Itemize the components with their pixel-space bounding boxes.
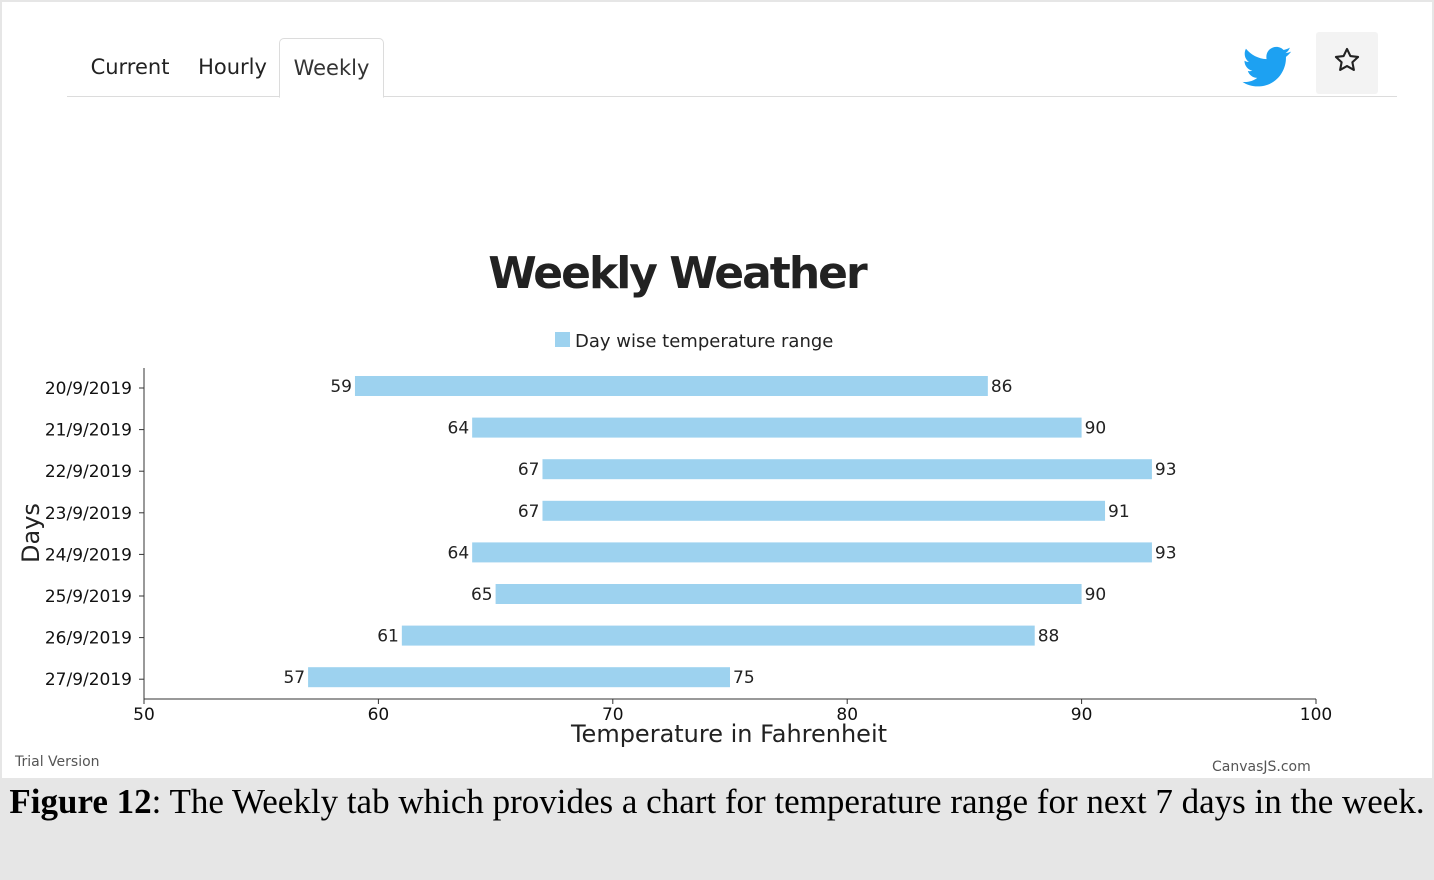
weekly-panel: Current Hourly Weekly Weekly Weather Day… xyxy=(2,2,1432,778)
y-tick-label: 24/9/2019 xyxy=(45,545,132,565)
data-label-high: 86 xyxy=(991,377,1013,397)
bar-27/9/2019 xyxy=(308,667,730,688)
bar-26/9/2019 xyxy=(401,625,1035,646)
legend-swatch xyxy=(555,332,570,347)
data-label-low: 64 xyxy=(448,543,470,563)
data-label-low: 67 xyxy=(518,502,540,522)
data-label-high: 90 xyxy=(1085,419,1107,439)
y-axis-title: Days xyxy=(17,503,45,563)
bar-25/9/2019 xyxy=(495,584,1082,604)
x-tick-label: 90 xyxy=(1071,705,1093,725)
caption-figure-number: Figure 12 xyxy=(9,782,152,821)
y-tick-label: 26/9/2019 xyxy=(45,629,132,649)
data-label-low: 65 xyxy=(471,585,493,605)
x-tick-label: 60 xyxy=(368,705,390,725)
data-label-high: 90 xyxy=(1085,585,1107,605)
y-tick-label: 25/9/2019 xyxy=(45,587,132,607)
tab-current[interactable]: Current xyxy=(90,55,170,79)
star-icon xyxy=(1334,47,1360,71)
bar-21/9/2019 xyxy=(472,417,1082,438)
caption-text: : The Weekly tab which provides a chart … xyxy=(151,782,1425,821)
bar-24/9/2019 xyxy=(472,542,1152,563)
data-label-low: 57 xyxy=(283,668,305,688)
bar-23/9/2019 xyxy=(542,500,1106,521)
bar-20/9/2019 xyxy=(354,376,988,396)
x-axis-title: Temperature in Fahrenheit xyxy=(570,720,887,748)
data-label-low: 67 xyxy=(518,460,540,480)
data-label-low: 64 xyxy=(448,419,470,439)
y-tick-label: 20/9/2019 xyxy=(45,379,132,399)
bars-group: 59 86 64 90 67 93 67 91 64 93 65 90 61 88 57 75 xyxy=(283,376,1177,688)
data-label-high: 93 xyxy=(1155,460,1177,480)
canvasjs-credit-link[interactable]: CanvasJS.com xyxy=(1212,759,1311,775)
chart-title: Weekly Weather xyxy=(488,248,868,299)
data-label-high: 93 xyxy=(1155,543,1177,563)
data-label-high: 91 xyxy=(1108,502,1130,522)
twitter-share-button[interactable] xyxy=(1242,38,1292,94)
x-tick-label: 100 xyxy=(1300,705,1332,725)
weekly-weather-chart: Weekly Weather Day wise temperature rang… xyxy=(17,248,1332,748)
legend-label: Day wise temperature range xyxy=(575,331,833,352)
favorite-button[interactable] xyxy=(1316,32,1378,94)
data-label-high: 75 xyxy=(733,668,755,688)
x-ticks: 50 60 70 80 90 100 xyxy=(133,699,1332,725)
tab-bar: Current Hourly Weekly xyxy=(67,2,1397,98)
data-label-low: 61 xyxy=(377,627,399,647)
x-tick-label: 70 xyxy=(602,705,624,725)
x-tick-label: 80 xyxy=(836,705,858,725)
figure-caption: Figure 12: The Weekly tab which provides… xyxy=(0,778,1434,880)
y-tick-label: 23/9/2019 xyxy=(45,504,132,524)
y-tick-label: 22/9/2019 xyxy=(45,462,132,482)
tab-weekly[interactable]: Weekly xyxy=(279,38,384,98)
tab-hourly[interactable]: Hourly xyxy=(198,55,267,79)
y-tick-label: 21/9/2019 xyxy=(45,421,132,441)
data-label-high: 88 xyxy=(1038,627,1060,647)
trial-version-label: Trial Version xyxy=(15,754,100,770)
x-tick-label: 50 xyxy=(133,705,155,725)
y-tick-label: 27/9/2019 xyxy=(45,670,132,690)
bar-22/9/2019 xyxy=(542,459,1152,480)
data-label-low: 59 xyxy=(330,377,352,397)
twitter-icon xyxy=(1242,46,1292,87)
y-ticks: 20/9/2019 21/9/2019 22/9/2019 23/9/2019 24/9… xyxy=(45,379,144,690)
